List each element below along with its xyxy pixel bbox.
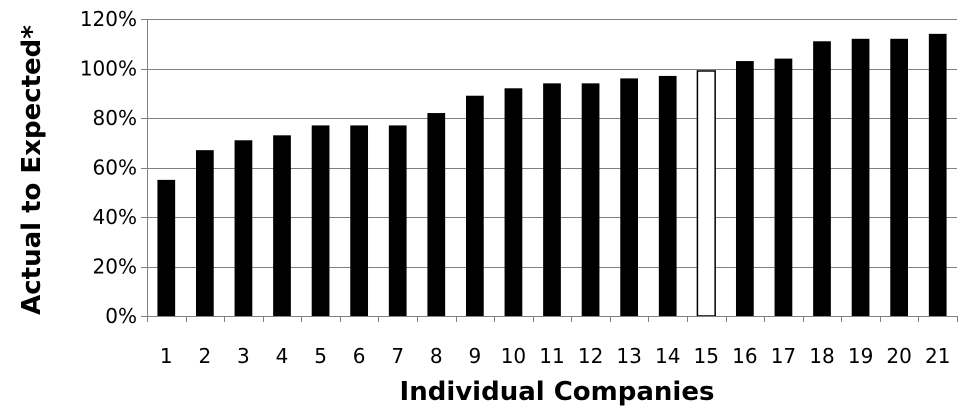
y-tick-label: 0% xyxy=(105,304,137,328)
bar-company-12 xyxy=(581,83,600,316)
x-tick-label: 6 xyxy=(353,344,366,368)
x-tick-label: 21 xyxy=(925,344,950,368)
x-tick-label: 17 xyxy=(771,344,796,368)
x-tick-label: 1 xyxy=(160,344,173,368)
x-tick-label: 7 xyxy=(391,344,404,368)
bar-company-1 xyxy=(157,179,176,316)
x-tick-label: 15 xyxy=(694,344,719,368)
bar-company-2 xyxy=(195,150,214,316)
bar-company-15 xyxy=(696,70,716,317)
y-tick-label: 80% xyxy=(93,106,137,130)
bar-company-5 xyxy=(311,125,330,316)
bar-company-10 xyxy=(504,88,523,316)
y-tick-label: 60% xyxy=(93,156,137,180)
x-tick-label: 9 xyxy=(468,344,481,368)
bar-company-14 xyxy=(658,75,677,316)
bar-company-21 xyxy=(928,33,947,316)
axes xyxy=(141,19,958,322)
bar-company-18 xyxy=(813,41,831,317)
bar-company-20 xyxy=(890,38,909,317)
x-tick-label: 4 xyxy=(276,344,289,368)
y-tick-labels: 0% 20% 40% 60% 80% 100% 120% xyxy=(80,7,137,328)
y-tick-label: 40% xyxy=(93,205,137,229)
x-tick-label: 18 xyxy=(809,344,834,368)
bar-company-9 xyxy=(465,95,484,316)
y-tick-label: 20% xyxy=(93,255,137,279)
x-tick-label: 19 xyxy=(848,344,873,368)
bar-company-19 xyxy=(851,38,870,317)
x-tick-label: 13 xyxy=(616,344,641,368)
x-tick-label: 14 xyxy=(655,344,680,368)
x-tick-label: 3 xyxy=(237,344,250,368)
x-tick-label: 11 xyxy=(539,344,564,368)
bars xyxy=(157,33,947,317)
bar-company-3 xyxy=(234,140,253,316)
x-tick-label: 10 xyxy=(501,344,526,368)
bar-company-13 xyxy=(620,78,639,317)
bar-company-6 xyxy=(350,125,369,316)
bar-company-11 xyxy=(543,83,561,316)
bar-company-4 xyxy=(273,135,291,316)
y-tick-label: 120% xyxy=(80,7,137,31)
bar-company-16 xyxy=(735,61,754,317)
y-axis-title: Actual to Expected* xyxy=(17,25,47,315)
x-tick-label: 8 xyxy=(430,344,443,368)
x-tick-label: 20 xyxy=(886,344,911,368)
x-axis-title: Individual Companies xyxy=(400,377,715,407)
bar-company-8 xyxy=(427,113,446,316)
x-tick-label: 2 xyxy=(198,344,211,368)
x-tick-label: 16 xyxy=(732,344,757,368)
x-tick-labels: 1 2 3 4 5 6 7 8 9 10 11 12 13 14 15 16 17 18 19 20 21 xyxy=(160,344,951,368)
bar-company-7 xyxy=(388,125,407,316)
x-tick-label: 5 xyxy=(314,344,327,368)
x-tick-label: 12 xyxy=(578,344,603,368)
y-tick-label: 100% xyxy=(80,57,137,81)
bar-company-17 xyxy=(774,58,793,316)
